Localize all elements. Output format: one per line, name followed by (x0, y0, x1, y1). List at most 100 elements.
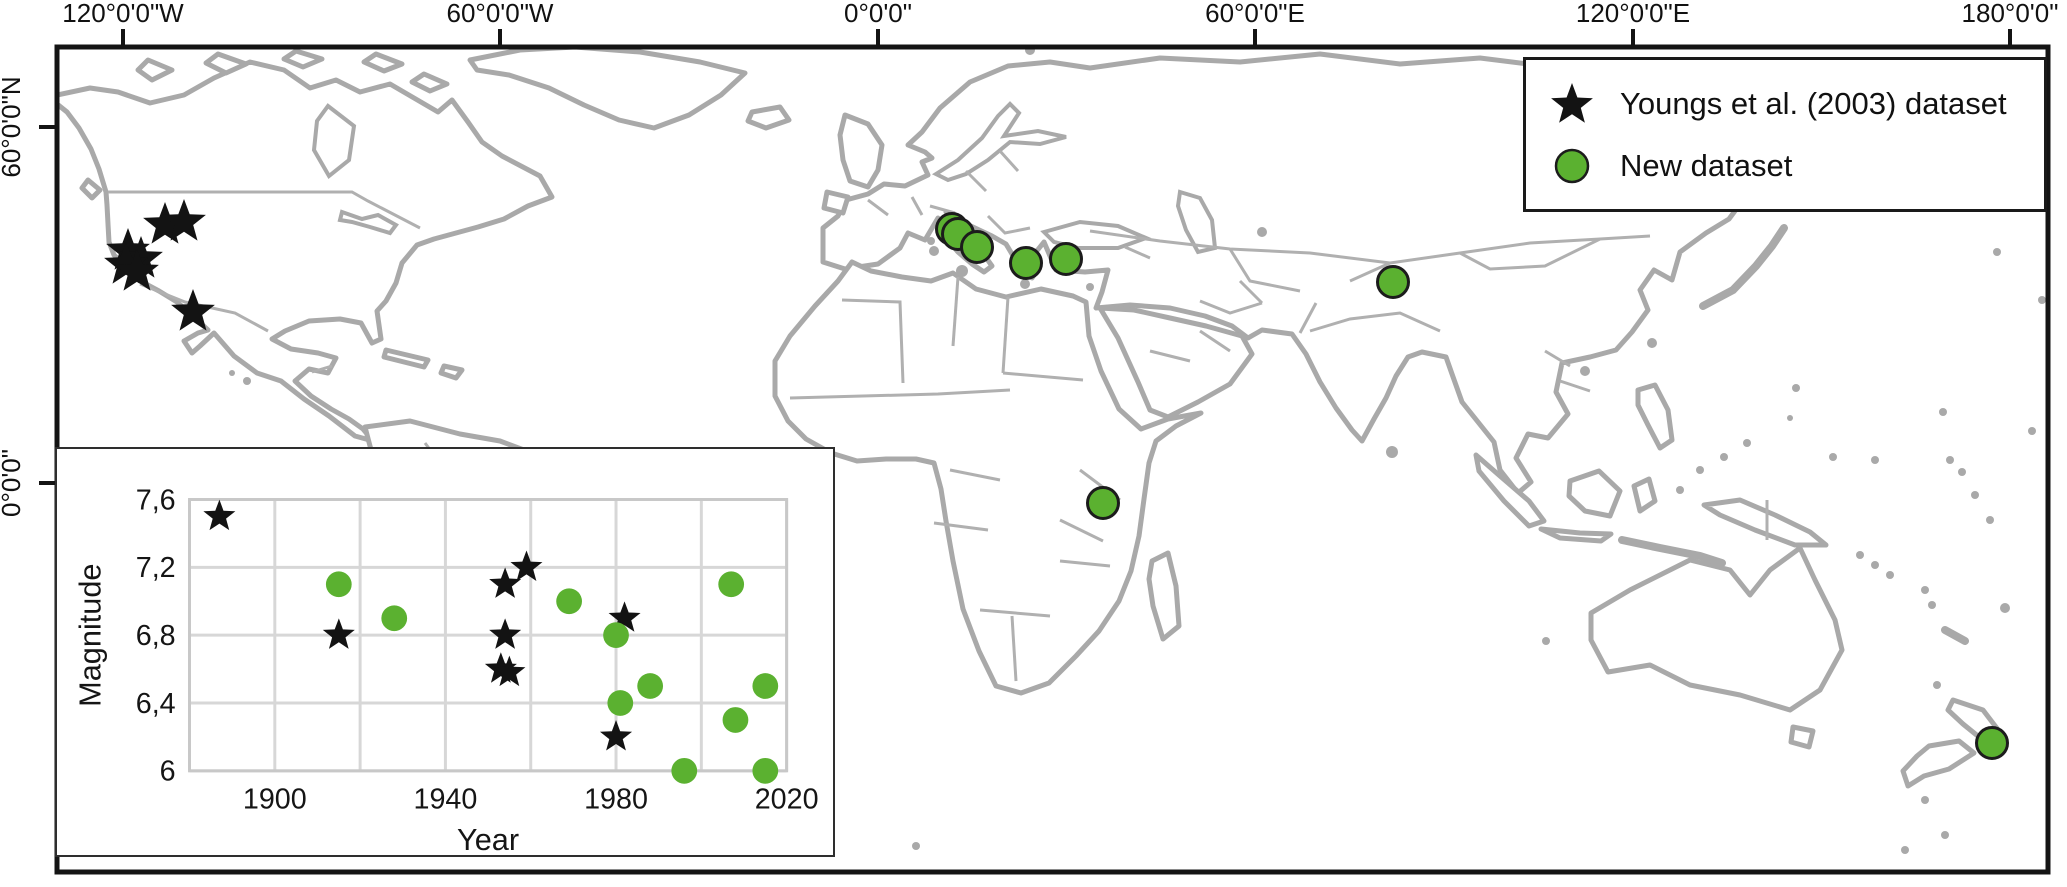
map-star-marker (115, 249, 159, 291)
chart-circle-point (381, 605, 408, 632)
hispaniola-outline (438, 363, 465, 381)
chart-circle-point (637, 673, 664, 699)
map-circle-marker (1049, 242, 1083, 276)
legend-star-glyph (1551, 82, 1593, 123)
latitude-tick-label: 60°0'0"N (0, 76, 26, 177)
magnitude-year-scatter: 1900 1940 1980 2020 6 6,4 6,8 7,2 7,6 Year Magnitu… (72, 484, 819, 855)
chart-y-axis-title: Magnitude (72, 564, 107, 707)
cuba-outline (381, 347, 431, 370)
nz-south-island (1900, 738, 1977, 789)
chart-tick-labels: 1900 1940 1980 2020 6 6,4 6,8 7,2 7,6 (136, 484, 819, 815)
chart-star-point (599, 720, 633, 751)
longitude-tick-label: 60°0'0"W (447, 0, 554, 28)
arabia-outline (1097, 305, 1255, 420)
japan-arc (1699, 224, 1788, 310)
legend: Youngs et al. (2003) dataset New dataset (1523, 57, 2047, 212)
chart-circle-point (325, 571, 352, 598)
chart-star-point (203, 499, 236, 531)
hudson-bay (311, 103, 357, 180)
map-circle-marker (960, 230, 994, 264)
chart-x-tick-label: 2020 (755, 783, 819, 815)
new-guinea-outline (1701, 497, 1829, 548)
legend-item-new: New dataset (1548, 142, 2044, 190)
chart-circle-point (556, 588, 582, 615)
vancouver-island (79, 177, 103, 201)
new-caledonia (1941, 626, 1969, 645)
country-borders (108, 149, 1769, 682)
chart-x-tick-label: 1980 (584, 783, 648, 815)
chart-circle-point (603, 622, 629, 649)
lesser-sunda-arc (1618, 536, 1726, 567)
chart-circle-point (671, 757, 698, 784)
ireland-outline (821, 189, 851, 216)
arctic-island-1 (135, 57, 175, 83)
water-bodies (311, 101, 1218, 255)
sulawesi-outline (1631, 476, 1658, 514)
chart-circle-point (752, 757, 779, 784)
chart-star-point (493, 655, 526, 687)
great-lakes (337, 209, 399, 236)
chart-circle-point (718, 571, 745, 598)
chart-circle-point (722, 707, 749, 733)
chart-star-point (510, 550, 543, 581)
map-marker-layer (104, 199, 2009, 760)
philippines-outline (1635, 382, 1675, 451)
chart-gridlines (188, 498, 789, 773)
chart-circle-point (752, 673, 779, 699)
legend-circle-glyph (1554, 148, 1590, 183)
inset-chart: 1900 1940 1980 2020 6 6,4 6,8 7,2 7,6 Year Magnitu… (55, 447, 835, 857)
black-sea (1040, 219, 1152, 250)
legend-item-youngs: Youngs et al. (2003) dataset (1548, 80, 2044, 128)
map-circle-marker (1009, 246, 1043, 280)
map-star-marker (104, 242, 148, 284)
legend-label-new: New dataset (1620, 147, 1793, 183)
australia-outline (1588, 545, 1845, 713)
arctic-island-3 (281, 48, 325, 70)
longitude-tick-label: 120°0'0"E (1576, 0, 1690, 28)
iceland-outline (745, 104, 792, 131)
chart-plot-border (188, 498, 789, 773)
greenland-outline (467, 47, 748, 131)
chart-y-tick-label: 6 (160, 756, 176, 788)
caspian-sea (1175, 189, 1218, 255)
chart-y-tick-label: 6,4 (136, 688, 176, 720)
sumatra-outline (1473, 452, 1547, 529)
longitude-tick-label: 0°0'0" (844, 0, 912, 28)
map-circle-marker (1975, 726, 2009, 760)
map-star-marker (171, 289, 215, 331)
chart-y-tick-label: 7,2 (136, 552, 176, 584)
chart-x-tick-label: 1900 (243, 783, 307, 815)
tasmania-outline (1788, 724, 1816, 750)
uk-outline (837, 112, 885, 190)
madagascar-outline (1146, 550, 1182, 642)
arctic-island-2 (203, 51, 249, 76)
chart-y-tick-label: 6,8 (136, 620, 176, 652)
graticule-axis-layer: 120°0'0"W 60°0'0"W 0°0'0" 60°0'0"E 120°0'0"E… (0, 0, 2058, 517)
map-star-marker (119, 236, 163, 278)
longitude-tick-label: 60°0'0"E (1205, 0, 1305, 28)
map-circle-marker (1376, 265, 1410, 299)
baltic-sea (931, 101, 1067, 183)
map-star-marker (143, 202, 187, 244)
chart-star-point (489, 567, 522, 598)
longitude-tick-label: 180°0'0" (1962, 0, 2059, 28)
longitude-tick-label: 120°0'0"W (62, 0, 184, 28)
chart-x-axis-title: Year (457, 822, 519, 855)
circle-icon (1554, 148, 1590, 183)
chart-x-tick-label: 1940 (413, 783, 477, 815)
island-arcs (1618, 224, 1969, 645)
borneo-outline (1566, 468, 1623, 519)
legend-label-youngs: Youngs et al. (2003) dataset (1620, 85, 2007, 121)
star-icon (1551, 82, 1593, 123)
java-outline (1538, 526, 1614, 544)
chart-y-tick-label: 7,6 (136, 484, 176, 516)
map-star-marker (162, 199, 206, 241)
chart-points (203, 499, 779, 784)
latitude-tick-label: 0°0'0" (0, 449, 26, 517)
chart-star-point (608, 601, 641, 632)
map-circle-marker (1086, 486, 1120, 520)
arctic-island-4 (361, 51, 405, 74)
arctic-island-5 (409, 71, 450, 94)
chart-circle-point (607, 690, 634, 716)
